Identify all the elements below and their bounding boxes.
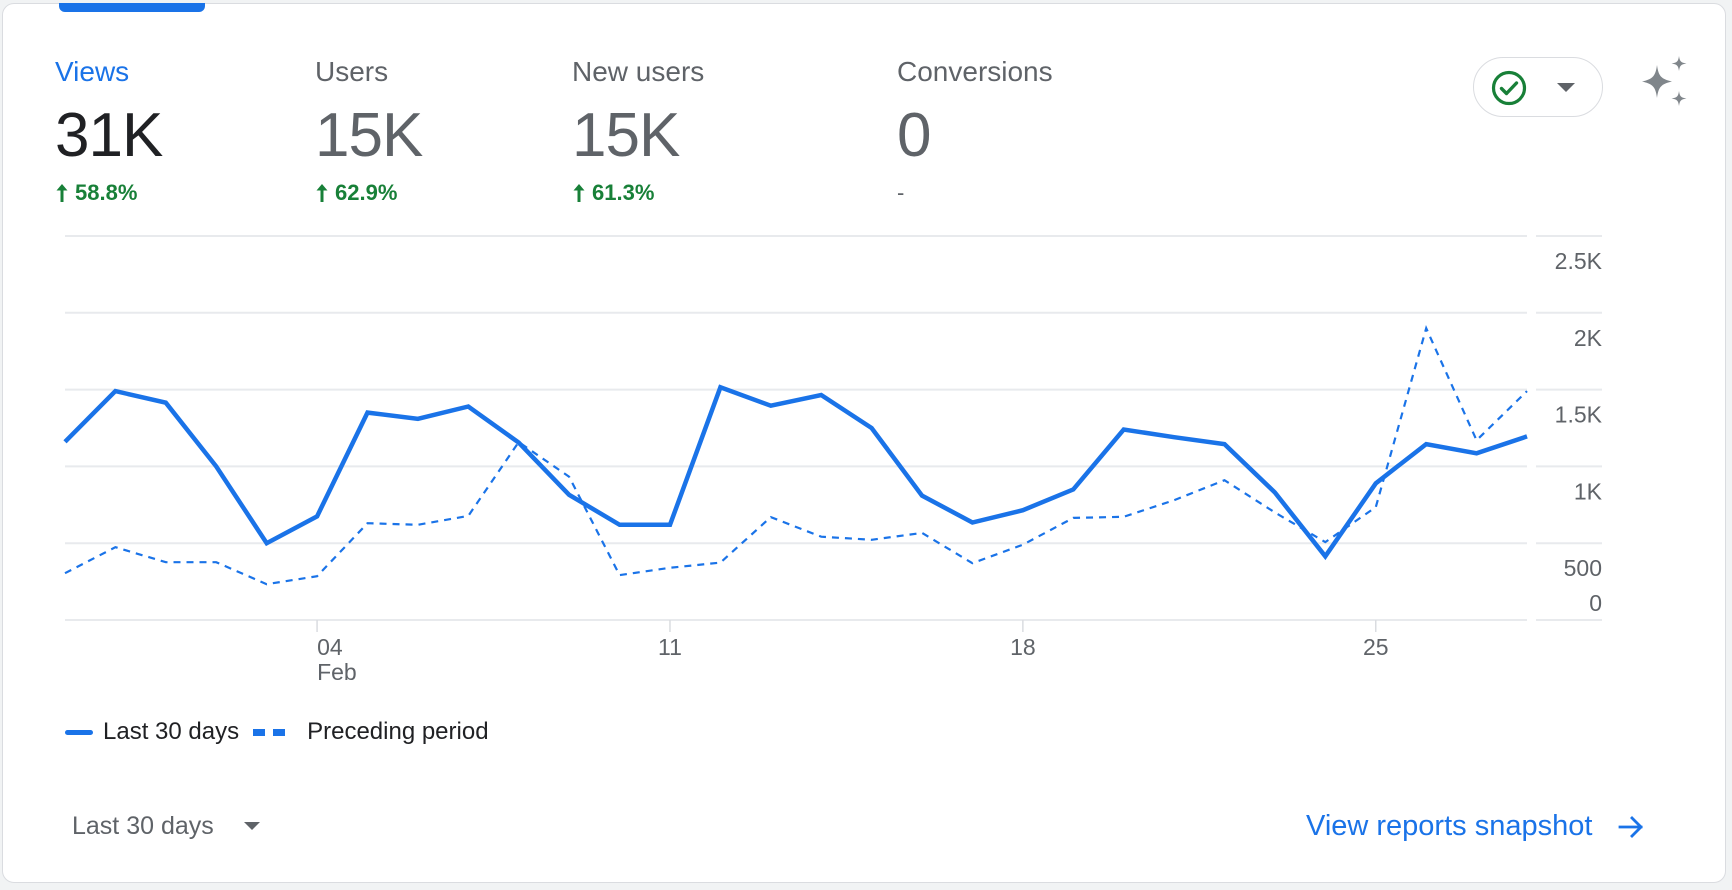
metric-tab-views[interactable]: Views 31K 58.8%	[55, 55, 163, 207]
metric-label: Views	[55, 56, 130, 87]
y-axis: 0 500 1K 1.5K 2K 2.5K	[1555, 248, 1603, 616]
metric-delta: -	[897, 179, 1053, 207]
x-tick-label: 11	[658, 634, 682, 660]
metric-delta-value: 58.8%	[75, 180, 138, 205]
arrow-up-icon	[316, 184, 328, 202]
metric-delta: 58.8%	[55, 179, 162, 207]
link-label: View reports snapshot	[1306, 810, 1593, 842]
y-tick-label: 0	[1589, 590, 1602, 616]
metric-value: 15K	[315, 101, 423, 170]
metric-tab-users[interactable]: Users 15K 62.9%	[315, 55, 423, 207]
x-tick-label: 25	[1363, 634, 1389, 660]
metric-tab-conversions[interactable]: Conversions 0 -	[897, 55, 1053, 207]
metric-delta: 62.9%	[315, 179, 422, 207]
status-dropdown-button[interactable]	[1473, 57, 1603, 117]
series-lines	[63, 324, 1528, 586]
solid-line-icon	[65, 729, 93, 735]
metric-delta-value: 62.9%	[335, 180, 398, 205]
metric-tab-new-users[interactable]: New users 15K 61.3%	[572, 55, 704, 207]
caret-down-icon	[243, 822, 260, 830]
caret-down-icon	[1557, 83, 1575, 92]
grid-lines	[65, 235, 1602, 621]
overview-card	[2, 3, 1726, 883]
legend-item-preceding-period: Preceding period	[253, 718, 489, 746]
active-tab-indicator	[59, 3, 205, 12]
metric-label: New users	[572, 56, 705, 87]
arrow-up-icon	[56, 184, 68, 202]
arrow-right-icon	[1619, 815, 1644, 838]
metric-value: 0	[897, 101, 931, 170]
metric-label: Users	[315, 56, 389, 87]
metric-value: 15K	[572, 101, 680, 170]
metric-delta-value: -	[897, 180, 905, 205]
y-tick-label: 1.5K	[1555, 402, 1603, 428]
metric-value: 31K	[55, 101, 163, 170]
y-tick-label: 500	[1564, 555, 1602, 581]
metric-delta: 61.3%	[572, 179, 704, 207]
chart-legend: Last 30 days Preceding period	[65, 718, 503, 746]
x-tick-label: 04	[317, 634, 343, 660]
legend-label: Preceding period	[307, 718, 489, 745]
series-line-preceding-period	[64, 324, 1528, 586]
check-circle-icon	[1491, 70, 1527, 106]
metric-label: Conversions	[897, 56, 1053, 87]
series-line-last-30-days	[63, 384, 1528, 561]
date-range-label: Last 30 days	[72, 812, 214, 840]
x-tick-sublabel: Feb	[317, 659, 357, 685]
y-tick-label: 2.5K	[1555, 248, 1603, 274]
arrow-up-icon	[573, 184, 585, 202]
legend-item-last-30-days: Last 30 days	[65, 718, 239, 746]
date-range-dropdown[interactable]: Last 30 days	[72, 812, 260, 841]
metric-delta-value: 61.3%	[592, 180, 655, 205]
y-tick-label: 2K	[1574, 325, 1603, 351]
sparkle-icon[interactable]	[1639, 56, 1693, 108]
dashed-line-icon	[253, 728, 293, 736]
legend-label: Last 30 days	[103, 718, 240, 745]
y-tick-label: 1K	[1574, 478, 1603, 504]
x-tick-label: 18	[1010, 634, 1036, 660]
view-reports-snapshot-link[interactable]: View reports snapshot	[1306, 810, 1644, 843]
